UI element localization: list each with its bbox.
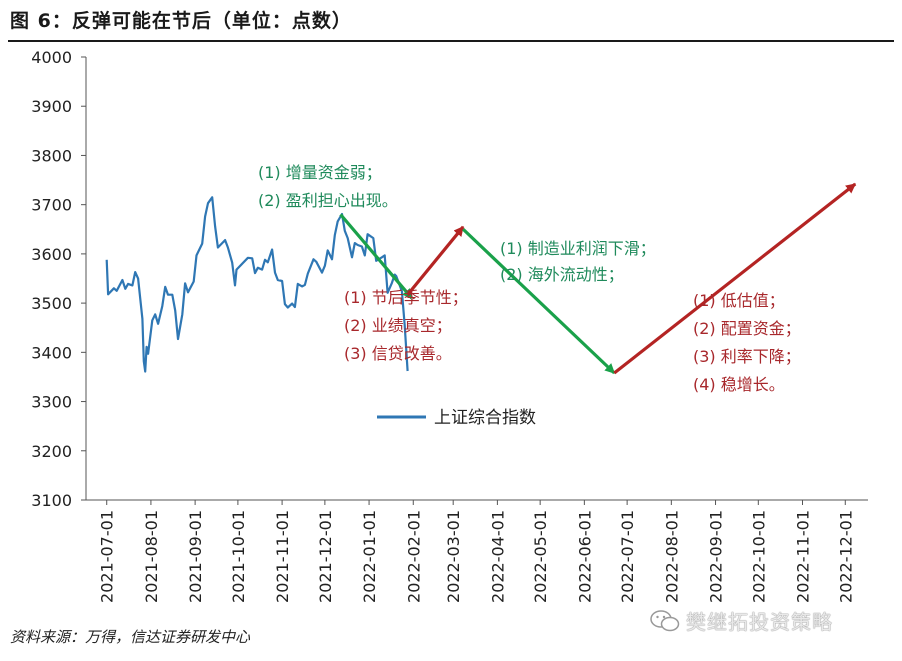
watermark: 樊继拓投资策略 [686,610,833,634]
legend: 上证综合指数 [377,408,536,428]
annotation-line: (3) 利率下降； [693,347,801,366]
x-tick-label: 2021-12-01 [316,510,335,603]
y-tick-label: 3100 [31,491,72,510]
annotation-line: (2) 配置资金； [693,319,801,338]
green-trend-arrow [462,228,616,375]
x-tick-label: 2021-08-01 [142,510,161,603]
annotation-line: (1) 低估值； [693,291,785,310]
series-layer [105,196,409,373]
y-tick-label: 3400 [31,343,72,362]
wechat-icon [650,610,680,632]
annotation-line: (1) 增量资金弱； [258,163,382,182]
x-tick-label: 2022-06-01 [575,510,594,603]
x-tick-label: 2022-08-01 [662,510,681,603]
red-trend-arrow [406,225,465,296]
y-tick-label: 3500 [31,294,72,313]
annotation-line: (2) 业绩真空； [344,316,452,335]
y-axis-ticks: 3100 3200 3300 3400 3500 3600 3700 3800 3900 4000 [31,48,86,510]
y-tick-label: 3600 [31,245,72,264]
annotation-line: (2) 盈利担心出现。 [258,191,398,210]
x-tick-label: 2022-11-01 [794,510,813,603]
annotation-line: (4) 稳增长。 [693,375,785,394]
source-note: 资料来源：万得，信达证券研发中心 [10,628,251,646]
x-tick-label: 2022-03-01 [444,510,463,603]
title-rule [8,40,894,42]
annotation-line: (2) 海外流动性； [500,265,624,284]
x-axis-ticks: 2021-07-01 2021-08-01 2021-09-01 2021-10-01… [98,500,855,603]
x-tick-label: 2021-10-01 [229,510,248,603]
axes [85,57,868,501]
x-tick-label: 2022-07-01 [618,510,637,603]
y-tick-label: 3800 [31,146,72,165]
y-tick-label: 4000 [31,48,72,67]
trend-arrows [339,182,857,375]
red-trend-arrow [613,182,857,375]
x-tick-label: 2021-11-01 [273,510,292,603]
annotation-line: (3) 信贷改善。 [344,344,452,363]
annotations: (1) 增量资金弱； (2) 盈利担心出现。 (1) 节后季节性； (2) 业绩真空；… [258,163,801,394]
annotation-line: (1) 制造业利润下滑； [500,239,656,258]
y-tick-label: 3200 [31,442,72,461]
legend-label: 上证综合指数 [434,408,536,428]
y-tick-label: 3700 [31,196,72,215]
x-tick-label: 2022-04-01 [488,510,507,603]
y-tick-label: 3900 [31,97,72,116]
x-tick-label: 2022-02-01 [404,510,423,603]
y-tick-label: 3300 [31,393,72,412]
x-tick-label: 2022-05-01 [531,510,550,603]
chart-title: 图 6：反弹可能在节后（单位：点数） [10,10,352,32]
x-tick-label: 2022-10-01 [749,510,768,603]
x-tick-label: 2022-01-01 [360,510,379,603]
annotation-line: (1) 节后季节性； [344,288,468,307]
x-tick-label: 2021-09-01 [186,510,205,603]
x-tick-label: 2022-09-01 [707,510,726,603]
x-tick-label: 2022-12-01 [836,510,855,603]
x-tick-label: 2021-07-01 [98,510,117,603]
series-line [105,196,409,373]
green-trend-arrow [339,213,414,300]
